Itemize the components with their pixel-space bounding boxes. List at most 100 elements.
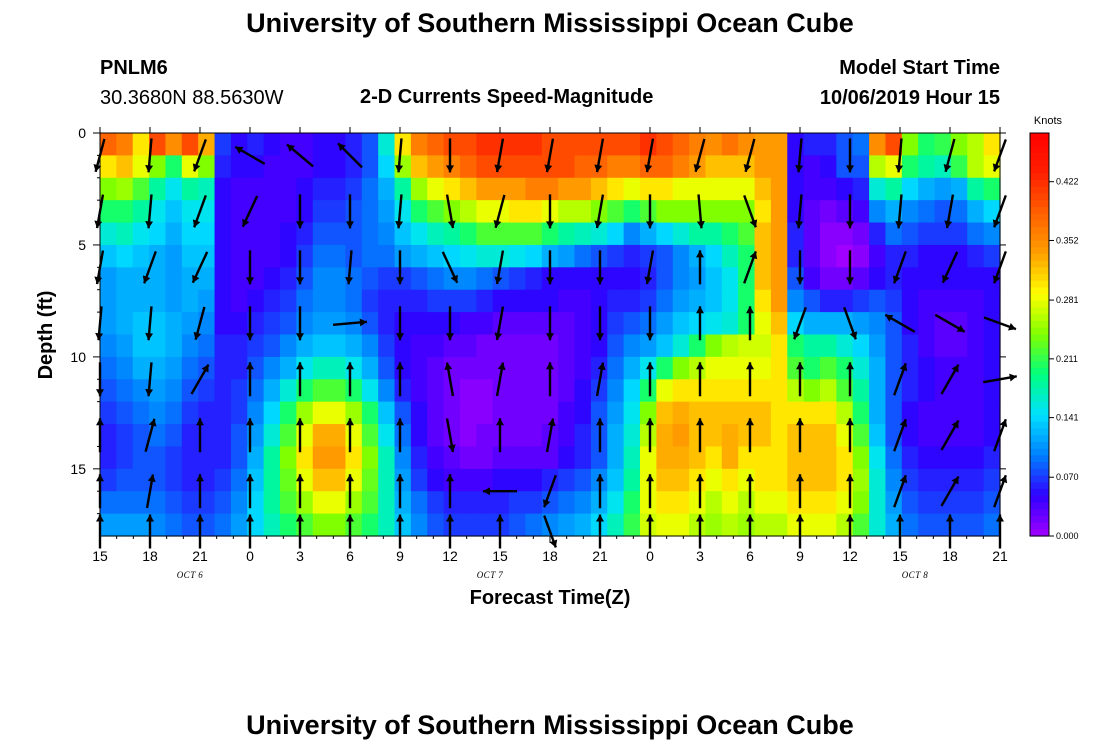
colorbar-swatch [1030,495,1049,504]
heatmap-cell [770,424,788,448]
heatmap-cell [214,446,232,470]
heatmap-cell [787,334,805,358]
heatmap-cell [312,133,330,156]
heatmap-cell [656,356,674,380]
heatmap-cell [721,244,739,268]
heatmap-cell [460,289,477,313]
colorbar-swatch [1030,139,1049,148]
x-tick-label: 0 [246,548,254,564]
heatmap-cell [509,200,527,224]
colorbar-swatch [1030,166,1049,174]
heatmap-cell [427,401,445,425]
heatmap-cell [525,200,543,224]
heatmap-cell [558,424,576,448]
heatmap-cell [918,468,936,492]
heatmap-cell [165,155,183,179]
heatmap-cell [345,401,363,425]
heatmap-cell [803,491,821,515]
heatmap-cell [754,446,772,470]
heatmap-cell [607,513,625,537]
colorbar-swatch [1030,267,1049,275]
heatmap-cell [361,133,379,156]
heatmap-cell [214,289,232,313]
heatmap-cell [901,491,919,515]
x-tick-label: 15 [492,548,508,564]
heatmap-cell [361,491,379,515]
heatmap-cell [558,267,576,291]
heatmap-cell [918,513,936,537]
heatmap-cell [116,468,134,492]
heatmap-cell [820,244,837,268]
colorbar-tick-label: 0.070 [1056,472,1079,482]
heatmap-cell [100,133,117,156]
heatmap-cell [705,177,723,201]
heatmap-cell [378,200,396,224]
current-vector-arrow [441,251,459,284]
heatmap-cell [754,513,772,537]
heatmap-cell [967,424,985,448]
heatmap-cell [590,289,608,313]
heatmap-cell [672,424,690,448]
heatmap-cell [983,177,1001,201]
heatmap-cell [623,267,641,291]
colorbar-swatch [1030,428,1049,436]
current-vector-arrow [646,474,654,509]
x-tick-label: 9 [396,548,404,564]
heatmap-cell [623,379,641,403]
current-vector-arrow [345,250,354,285]
heatmap-cell [558,379,576,403]
heatmap-cell [378,312,396,336]
heatmap-cell [132,491,150,515]
current-vector-arrow [234,145,266,165]
heatmap-cell [181,155,199,179]
heatmap-cell [721,401,739,425]
y-tick-label: 0 [78,125,86,141]
heatmap-cell [820,513,837,537]
heatmap-cell [967,312,985,336]
heatmap-cell [296,155,314,179]
heatmap-cell [852,267,870,291]
heatmap-cell [181,222,199,246]
current-vector-arrow [893,474,908,508]
heatmap-cell [181,289,199,313]
heatmap-cell [885,446,903,470]
heatmap-cell [361,513,379,537]
heatmap-cell [541,446,559,470]
colorbar-swatch [1030,146,1049,154]
heatmap-cell [623,200,641,224]
colorbar-swatch [1030,294,1049,302]
heatmap-cell [721,200,739,224]
heatmap-cell [541,289,559,313]
heatmap-cell [394,200,412,224]
current-vector-arrow [142,250,157,284]
colorbar-swatch [1030,206,1049,215]
heatmap-cell [983,244,1001,268]
current-vector-arrow [246,306,254,341]
heatmap-cell [247,244,265,268]
heatmap-cell [280,222,297,246]
heatmap-cell [280,401,297,425]
x-tick-label: 12 [842,548,858,564]
heatmap-cell [132,200,150,224]
heatmap-cell [705,491,723,515]
heatmap-cell [623,177,641,201]
heatmap-cell [312,356,330,380]
heatmap-cell [754,468,772,492]
heatmap-cell [410,133,428,156]
heatmap-cell [983,133,1001,156]
heatmap-cell [165,401,183,425]
heatmap-cell [901,468,919,492]
current-vector-arrow [144,418,157,452]
heatmap-cell [885,155,903,179]
heatmap-cell [165,200,183,224]
heatmap-cell [149,177,167,201]
current-vector-arrow [892,250,907,284]
heatmap-cell [476,446,494,470]
heatmap-cell [443,177,461,201]
heatmap-cell [721,424,739,448]
heatmap-cell [460,244,477,268]
heatmap-cell [525,491,543,515]
heatmap-cell [214,356,232,380]
heatmap-cell [165,267,183,291]
current-vector-arrow [934,313,966,333]
